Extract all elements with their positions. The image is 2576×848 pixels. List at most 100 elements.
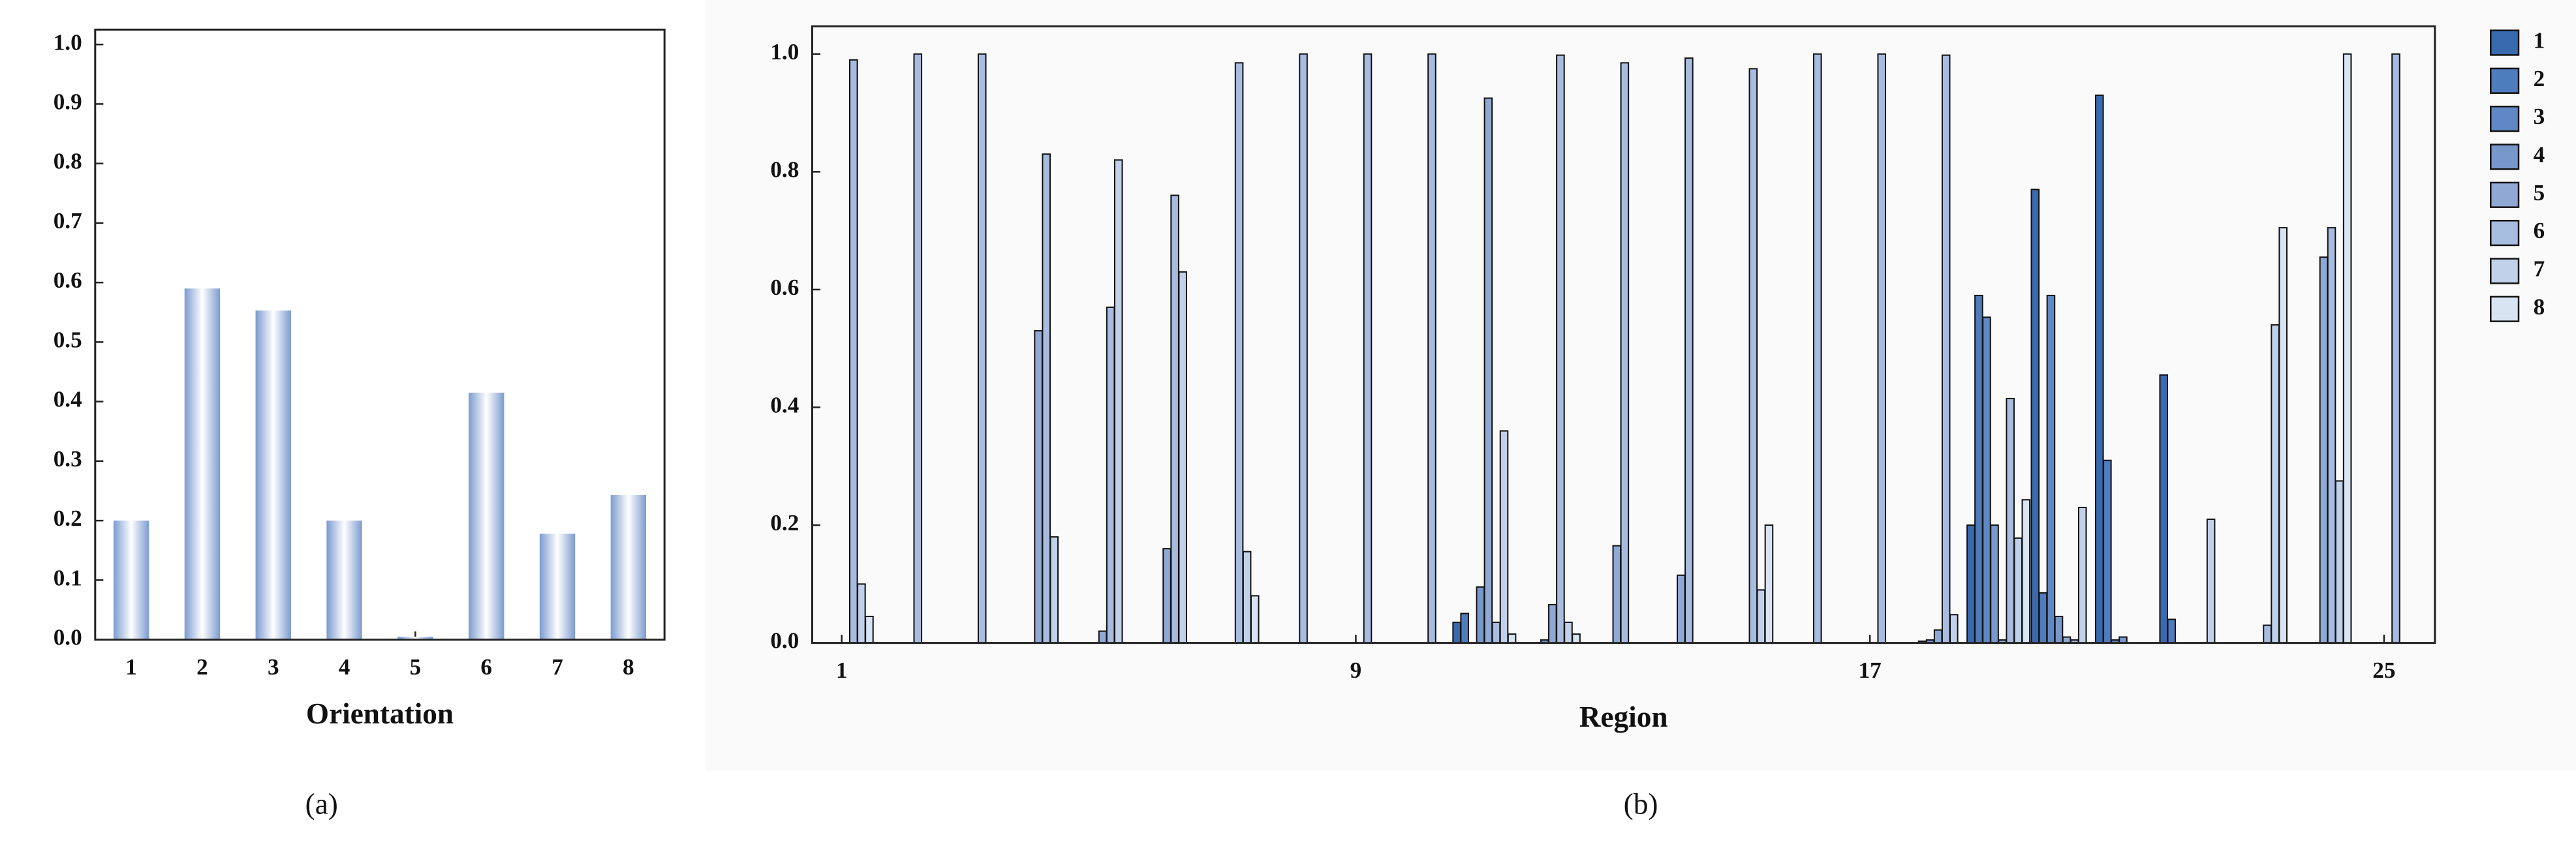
bar [1170, 194, 1179, 644]
bar [1572, 633, 1581, 644]
legend-label: 3 [2534, 104, 2545, 129]
bar [1483, 97, 1493, 644]
y-tick-label: 0.0 [770, 628, 799, 654]
bar [1507, 633, 1517, 644]
bar [2342, 53, 2352, 644]
bar [1242, 551, 1252, 644]
x-tick-label: 5 [410, 654, 422, 680]
x-tick-label: 2 [196, 654, 208, 680]
bar [857, 583, 866, 644]
y-tick-label: 0.3 [54, 446, 82, 472]
bar [1250, 595, 1260, 644]
legend-label: 1 [2534, 28, 2545, 53]
bar [1676, 574, 1686, 644]
bar [2030, 189, 2040, 644]
x-tick-label: 17 [1859, 658, 1882, 683]
bar [1162, 548, 1172, 644]
bar [1564, 622, 1573, 644]
legend-swatch [2490, 181, 2520, 208]
x-tick-label: 25 [2372, 658, 2395, 683]
bar [1612, 545, 1622, 644]
bar [2391, 53, 2400, 644]
y-tick-label: 0.6 [54, 267, 82, 293]
legend-label: 2 [2534, 66, 2545, 91]
bar [326, 521, 362, 640]
y-tick-label: 0.9 [54, 89, 82, 115]
y-tick-label: 0.8 [54, 149, 82, 174]
y-tick-label: 0.6 [770, 275, 799, 300]
bar [2159, 374, 2169, 644]
bar [2335, 480, 2344, 644]
bar [610, 494, 647, 640]
bar [1499, 430, 1509, 644]
plot-frame [94, 28, 666, 641]
bar [1982, 316, 1991, 644]
bar [2006, 397, 2015, 644]
y-tick-label: 1.0 [54, 29, 82, 55]
bar [1106, 306, 1115, 644]
legend-label: 5 [2534, 180, 2545, 205]
bar [1178, 271, 1187, 644]
bar [397, 637, 433, 640]
bar [2054, 615, 2064, 644]
bar [2021, 499, 2031, 644]
bar [2103, 459, 2112, 644]
bar [2094, 94, 2104, 644]
y-tick-label: 0.4 [54, 387, 82, 412]
legend-label: 7 [2534, 256, 2545, 282]
y-tick-label: 0.8 [770, 157, 799, 182]
bar [1548, 603, 1557, 644]
bar [1990, 524, 1999, 644]
legend-swatch [2490, 29, 2520, 56]
bar [1974, 294, 1983, 644]
legend-swatch [2490, 106, 2520, 132]
bar [255, 310, 291, 640]
bar [1620, 62, 1630, 644]
y-tick-label: 0.2 [770, 510, 799, 536]
x-tick-label: 3 [268, 654, 279, 680]
y-tick-label: 0.5 [54, 327, 82, 352]
bar [2077, 506, 2087, 644]
y-tick-label: 1.0 [770, 39, 799, 65]
bar [1234, 62, 1244, 644]
bar [1452, 622, 1461, 644]
y-tick-label: 0.0 [54, 625, 82, 650]
bar [1748, 68, 1758, 644]
bar [2327, 227, 2336, 644]
bar [2167, 618, 2177, 644]
bar [1941, 54, 1951, 644]
bar [1684, 57, 1694, 644]
legend-label: 8 [2534, 294, 2545, 320]
legend-swatch [2490, 144, 2520, 170]
bar [2263, 624, 2272, 644]
bar [1476, 586, 1485, 644]
bar [2206, 519, 2216, 644]
bar [1812, 53, 1822, 644]
bar [2046, 294, 2056, 644]
bar [1049, 536, 1059, 644]
y-tick-label: 0.4 [770, 393, 799, 418]
legend-swatch [2490, 67, 2520, 94]
legend-label: 4 [2534, 142, 2545, 168]
caption: (a) [305, 787, 338, 820]
caption: (b) [1624, 787, 1658, 820]
legend-label: 6 [2534, 218, 2545, 243]
legend-swatch [2490, 295, 2520, 322]
bar [865, 615, 874, 644]
x-tick-label: 7 [551, 654, 563, 680]
bar [1034, 330, 1043, 644]
y-tick-label: 0.7 [54, 208, 82, 234]
legend-swatch [2490, 258, 2520, 284]
bar [1042, 153, 1051, 644]
bar [1933, 629, 1943, 644]
bar [469, 392, 504, 640]
x-tick-label: 9 [1350, 658, 1362, 683]
y-tick-label: 0.1 [54, 565, 82, 590]
bar [539, 534, 576, 640]
bar [1098, 630, 1108, 644]
bar [1491, 622, 1501, 644]
x-tick-label: 4 [339, 654, 350, 680]
bar [1764, 524, 1774, 644]
